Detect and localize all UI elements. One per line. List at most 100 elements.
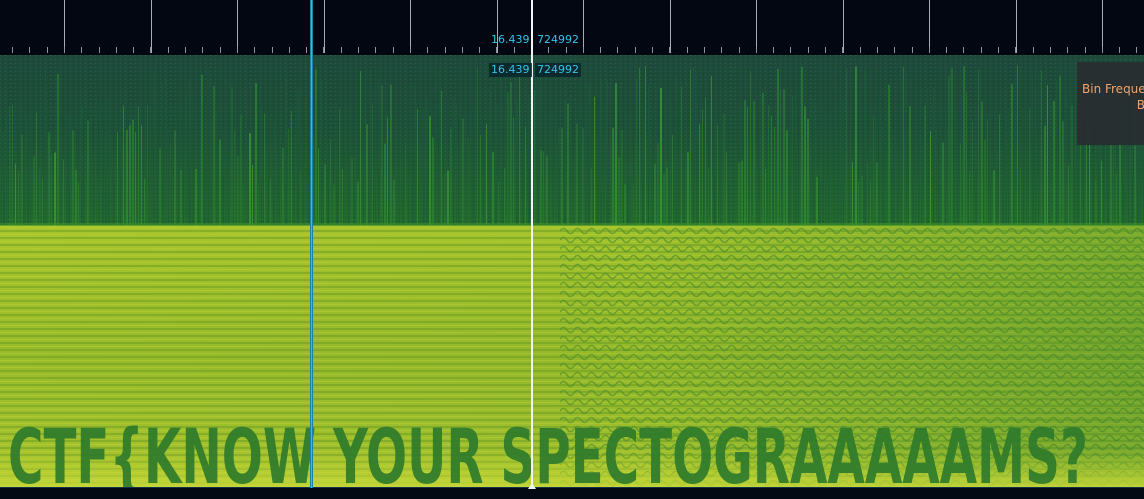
spectral-streak — [261, 109, 262, 225]
spectral-streak — [933, 88, 934, 225]
ruler-minor-tick — [808, 47, 809, 53]
spectral-streak — [897, 183, 898, 225]
spectral-streak — [705, 97, 706, 225]
spectral-streak — [267, 183, 268, 225]
ruler-minor-tick — [842, 47, 843, 53]
spectral-streak — [246, 110, 247, 225]
spectral-streak — [762, 92, 764, 225]
spectral-streak — [348, 149, 350, 225]
spectral-streak — [711, 76, 712, 225]
spectral-streak — [861, 176, 863, 225]
spectral-streak — [384, 143, 386, 225]
ruler-minor-tick — [566, 47, 567, 53]
ruler-minor-tick — [289, 47, 290, 53]
ruler-minor-tick — [358, 47, 359, 53]
ruler-minor-tick — [410, 47, 411, 53]
spectral-streak — [240, 114, 242, 225]
ruler-minor-tick — [687, 47, 688, 53]
spectral-streak — [414, 84, 416, 225]
spectral-streak — [825, 146, 827, 225]
spectral-streak — [156, 162, 158, 225]
spectral-streak — [513, 117, 514, 225]
spectral-streak — [879, 97, 880, 225]
ruler-minor-tick — [1136, 47, 1137, 53]
spectral-streak — [516, 100, 518, 225]
spectral-streak — [981, 101, 983, 225]
spectral-streak — [1023, 108, 1024, 225]
spectral-streak — [0, 126, 2, 225]
ruler-minor-tick — [64, 47, 65, 53]
spectral-streak — [1020, 167, 1021, 225]
spectral-streak — [834, 67, 836, 226]
spectral-streak — [792, 95, 793, 226]
bin-panel-value: B — [1136, 98, 1144, 112]
ruler-minor-tick — [427, 47, 428, 53]
spectral-streak — [1068, 165, 1069, 225]
selection-cursor[interactable] — [531, 0, 533, 488]
spectral-streak — [96, 90, 97, 225]
spectral-streak — [1077, 86, 1079, 225]
spectral-streak — [75, 169, 77, 225]
spectral-streak — [840, 112, 842, 225]
spectral-streak — [717, 124, 718, 225]
spectral-streak — [78, 182, 79, 225]
spectral-streak — [105, 130, 107, 225]
spectral-streak — [669, 78, 670, 225]
spectral-streak — [915, 153, 916, 225]
spectral-streak — [186, 97, 187, 225]
spectral-streak — [939, 174, 940, 225]
spectral-streak — [489, 89, 491, 225]
spectral-streak — [429, 115, 431, 225]
ruler-major-tick — [410, 0, 411, 53]
spectrogram-view[interactable]: CTF{KNOW YOUR SPECTOGRAAAAAMS? — [0, 55, 1144, 487]
spectral-streak — [657, 142, 659, 225]
spectral-streak — [60, 118, 61, 225]
spectral-streak — [162, 85, 163, 225]
spectral-streak — [780, 89, 781, 225]
ruler-minor-tick — [739, 47, 740, 53]
ruler-minor-tick — [548, 47, 549, 53]
spectral-streak — [777, 68, 779, 225]
spectral-streak — [558, 127, 560, 225]
time-ruler[interactable] — [0, 0, 1144, 56]
spectral-streak — [447, 170, 449, 225]
ruler-minor-tick — [790, 47, 791, 53]
spectral-streak — [627, 162, 629, 225]
spectral-streak — [759, 79, 760, 225]
spectral-streak — [546, 156, 548, 225]
spectral-streak — [567, 103, 569, 225]
spectral-streak — [900, 81, 902, 225]
spectral-streak — [126, 129, 128, 225]
ruler-minor-tick — [825, 47, 826, 53]
spectral-streak — [885, 99, 886, 225]
cursor-time-readout: 16.439 — [491, 33, 530, 46]
spectral-streak — [258, 182, 259, 225]
spectral-streak — [357, 181, 359, 225]
spectral-streak — [993, 170, 995, 225]
spectral-streak — [480, 134, 481, 225]
spectral-streak — [990, 165, 991, 225]
spectral-streak — [1005, 111, 1007, 225]
spectral-streak — [813, 101, 815, 225]
spectral-streak — [576, 123, 578, 225]
ruler-minor-tick — [496, 47, 497, 53]
spectral-streak — [1032, 73, 1033, 226]
spectral-streak — [1071, 105, 1073, 225]
spectral-streak — [729, 182, 730, 225]
ruler-minor-tick — [99, 47, 100, 53]
spectral-streak — [180, 169, 182, 225]
spectral-streak — [234, 129, 235, 225]
spectral-streak — [912, 177, 913, 225]
spectral-streak — [315, 69, 317, 225]
spectral-streak — [693, 67, 694, 225]
spectral-streak — [846, 68, 847, 225]
ruler-minor-tick — [220, 47, 221, 53]
spectral-streak — [588, 85, 590, 226]
spectral-streak — [354, 154, 355, 225]
ruler-minor-tick — [894, 47, 895, 53]
cursor-marker-icon[interactable] — [528, 483, 536, 489]
playhead-cursor[interactable] — [310, 0, 313, 488]
spectral-streak — [1113, 80, 1114, 225]
spectral-streak — [45, 70, 46, 225]
spectral-streak — [69, 114, 70, 225]
